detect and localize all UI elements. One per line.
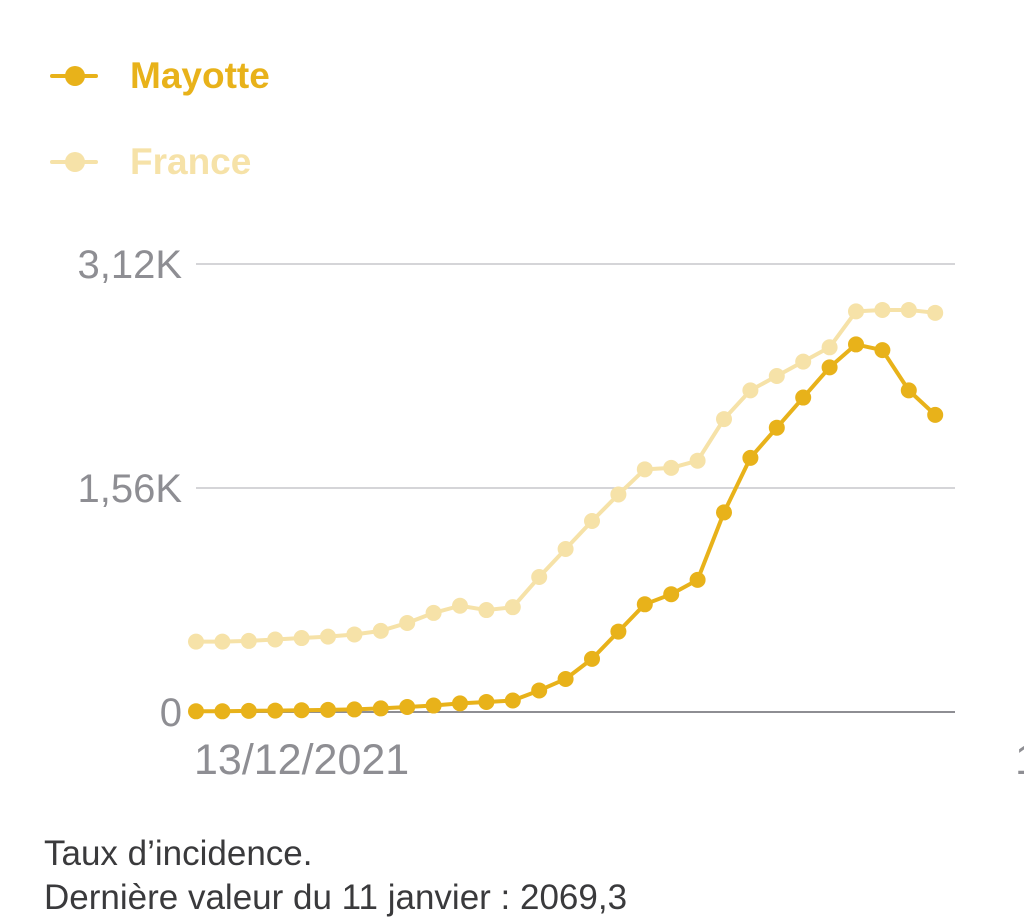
chart-caption: Taux d’incidence. Dernière valeur du 11 … [44, 832, 627, 920]
y-tick-label: 3,12K [77, 243, 182, 287]
data-point-france [663, 459, 680, 476]
data-point-france [848, 303, 864, 320]
data-point-mayotte [478, 693, 495, 710]
data-point-mayotte [689, 571, 706, 588]
data-point-mayotte [848, 336, 864, 353]
data-point-mayotte [267, 702, 284, 719]
data-point-mayotte [927, 406, 944, 423]
data-point-france [557, 541, 574, 558]
data-point-france [768, 368, 785, 384]
data-point-mayotte [320, 701, 336, 718]
data-point-france [531, 569, 548, 586]
data-point-mayotte [768, 419, 785, 436]
data-point-france [874, 301, 891, 318]
data-point-france [372, 622, 389, 639]
data-point-france [716, 411, 732, 428]
data-point-france [927, 304, 944, 321]
data-point-mayotte [293, 702, 310, 719]
data-point-france [689, 452, 706, 469]
data-point-france [320, 628, 336, 645]
data-point-mayotte [188, 703, 204, 720]
data-point-france [425, 604, 442, 621]
data-point-mayotte [557, 670, 574, 687]
y-tick-label: 1,56K [77, 467, 182, 511]
data-point-mayotte [900, 382, 917, 399]
data-point-mayotte [452, 695, 468, 712]
data-point-mayotte [346, 701, 363, 718]
data-point-france [452, 597, 468, 614]
data-point-mayotte [214, 703, 231, 720]
legend-marker-france-icon [50, 152, 98, 172]
data-point-france [267, 631, 284, 648]
data-point-mayotte [636, 596, 653, 613]
data-point-france [821, 339, 838, 356]
legend-item-france[interactable]: France [50, 134, 270, 190]
data-point-france [346, 626, 363, 643]
data-point-france [900, 301, 917, 318]
data-point-mayotte [716, 504, 732, 521]
data-point-france [399, 614, 416, 631]
legend-marker-mayotte-icon [50, 66, 98, 86]
data-point-mayotte [504, 692, 521, 709]
series-line-france [194, 307, 938, 644]
data-point-mayotte [425, 697, 442, 714]
data-point-mayotte [584, 650, 600, 667]
data-point-mayotte [399, 698, 416, 715]
data-point-mayotte [821, 359, 838, 376]
data-point-mayotte [610, 623, 627, 640]
data-point-france [504, 599, 521, 616]
data-point-mayotte [531, 682, 548, 699]
data-point-france [795, 353, 812, 370]
data-point-france [188, 633, 204, 650]
data-point-mayotte [240, 702, 257, 719]
data-point-mayotte [663, 586, 680, 603]
data-point-france [742, 382, 759, 399]
data-point-france [240, 632, 257, 649]
chart-legend: Mayotte France [50, 48, 270, 220]
caption-line-1: Taux d’incidence. [44, 834, 313, 873]
data-point-france [293, 630, 310, 647]
data-point-france [610, 486, 627, 503]
data-point-france [214, 633, 231, 650]
x-tick-label: 11/01 [1015, 736, 1024, 784]
data-point-mayotte [742, 449, 759, 466]
data-point-mayotte [372, 700, 389, 717]
series-line-mayotte [194, 342, 938, 714]
x-tick-label: 13/12/2021 [194, 736, 409, 784]
legend-label-mayotte: Mayotte [130, 55, 270, 96]
data-point-france [636, 461, 653, 478]
y-tick-label: 0 [160, 691, 182, 735]
data-point-france [478, 602, 495, 619]
data-point-france [584, 513, 600, 530]
data-point-mayotte [795, 389, 812, 406]
legend-item-mayotte[interactable]: Mayotte [50, 48, 270, 104]
caption-line-2: Dernière valeur du 11 janvier : 2069,3 [44, 878, 628, 917]
data-point-mayotte [874, 342, 891, 359]
legend-label-france: France [130, 141, 252, 182]
